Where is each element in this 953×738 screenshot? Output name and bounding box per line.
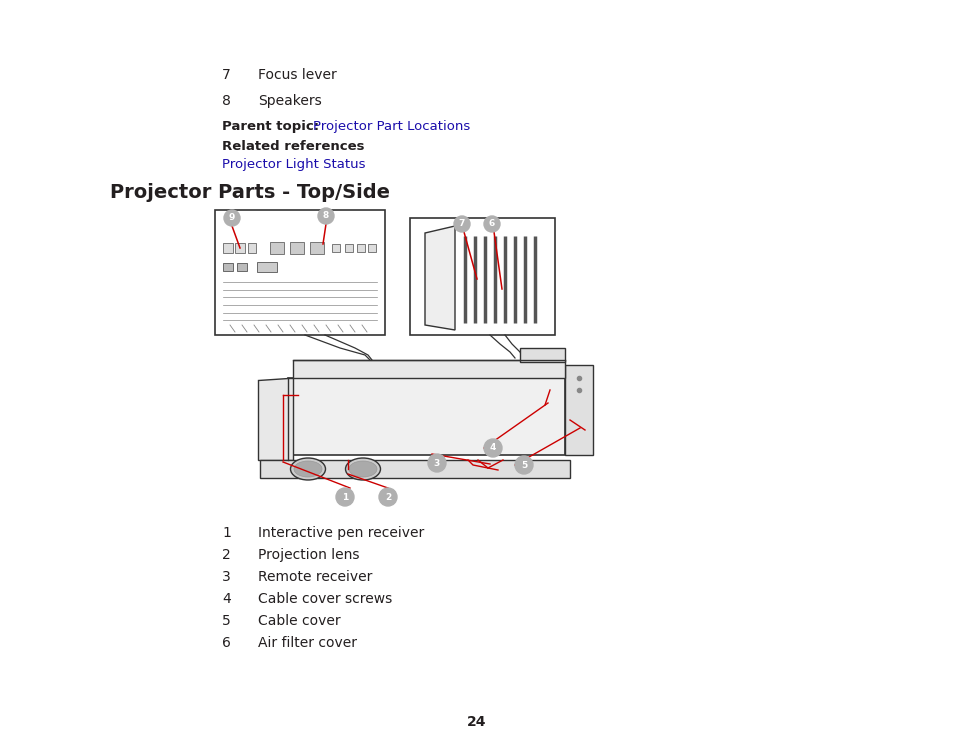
- Text: Air filter cover: Air filter cover: [257, 636, 356, 650]
- Ellipse shape: [291, 458, 325, 480]
- Bar: [223, 243, 233, 253]
- Bar: [519, 348, 564, 362]
- Text: Interactive pen receiver: Interactive pen receiver: [257, 526, 424, 540]
- Bar: [260, 460, 569, 478]
- Text: 7: 7: [458, 219, 465, 229]
- Text: 4: 4: [489, 444, 496, 452]
- Bar: [310, 242, 324, 254]
- Bar: [410, 218, 555, 335]
- Bar: [234, 243, 245, 253]
- Ellipse shape: [349, 461, 376, 477]
- Circle shape: [428, 454, 446, 472]
- Text: Projector Parts - Top/Side: Projector Parts - Top/Side: [110, 183, 390, 202]
- Text: 1: 1: [222, 526, 231, 540]
- Text: 8: 8: [322, 212, 329, 221]
- Bar: [293, 360, 564, 378]
- Circle shape: [483, 439, 501, 457]
- Text: 2: 2: [222, 548, 231, 562]
- Text: 2: 2: [384, 492, 391, 502]
- Text: 7: 7: [222, 68, 231, 82]
- Text: 5: 5: [520, 461, 527, 469]
- Bar: [214, 210, 385, 335]
- Text: 8: 8: [222, 94, 231, 108]
- Bar: [564, 365, 593, 455]
- Circle shape: [483, 216, 499, 232]
- Polygon shape: [424, 226, 455, 330]
- Bar: [248, 243, 255, 253]
- Text: Projection lens: Projection lens: [257, 548, 359, 562]
- Bar: [356, 244, 365, 252]
- Text: Focus lever: Focus lever: [257, 68, 336, 82]
- Text: 5: 5: [222, 614, 231, 628]
- Polygon shape: [257, 378, 293, 460]
- Text: 9: 9: [229, 213, 235, 222]
- Text: Remote receiver: Remote receiver: [257, 570, 372, 584]
- Circle shape: [335, 488, 354, 506]
- Circle shape: [515, 456, 533, 474]
- Text: Parent topic:: Parent topic:: [222, 120, 319, 133]
- Text: 4: 4: [222, 592, 231, 606]
- Text: Related references: Related references: [222, 140, 364, 153]
- Bar: [345, 244, 353, 252]
- Circle shape: [454, 216, 470, 232]
- Circle shape: [378, 488, 396, 506]
- Text: Cable cover: Cable cover: [257, 614, 340, 628]
- Text: 3: 3: [222, 570, 231, 584]
- Text: 24: 24: [467, 715, 486, 729]
- Text: Projector Part Locations: Projector Part Locations: [313, 120, 470, 133]
- Text: Cable cover screws: Cable cover screws: [257, 592, 392, 606]
- Bar: [290, 242, 304, 254]
- Circle shape: [224, 210, 240, 226]
- Text: 1: 1: [341, 492, 348, 502]
- Bar: [368, 244, 375, 252]
- Text: 6: 6: [222, 636, 231, 650]
- Ellipse shape: [345, 458, 380, 480]
- Bar: [270, 242, 284, 254]
- Text: 6: 6: [488, 219, 495, 229]
- Text: Projector Light Status: Projector Light Status: [222, 158, 365, 171]
- Ellipse shape: [294, 461, 322, 477]
- Text: Speakers: Speakers: [257, 94, 321, 108]
- Circle shape: [317, 208, 334, 224]
- Text: 3: 3: [434, 458, 439, 467]
- Bar: [236, 263, 247, 271]
- Bar: [223, 263, 233, 271]
- Bar: [332, 244, 339, 252]
- Bar: [288, 378, 564, 455]
- Bar: [256, 262, 276, 272]
